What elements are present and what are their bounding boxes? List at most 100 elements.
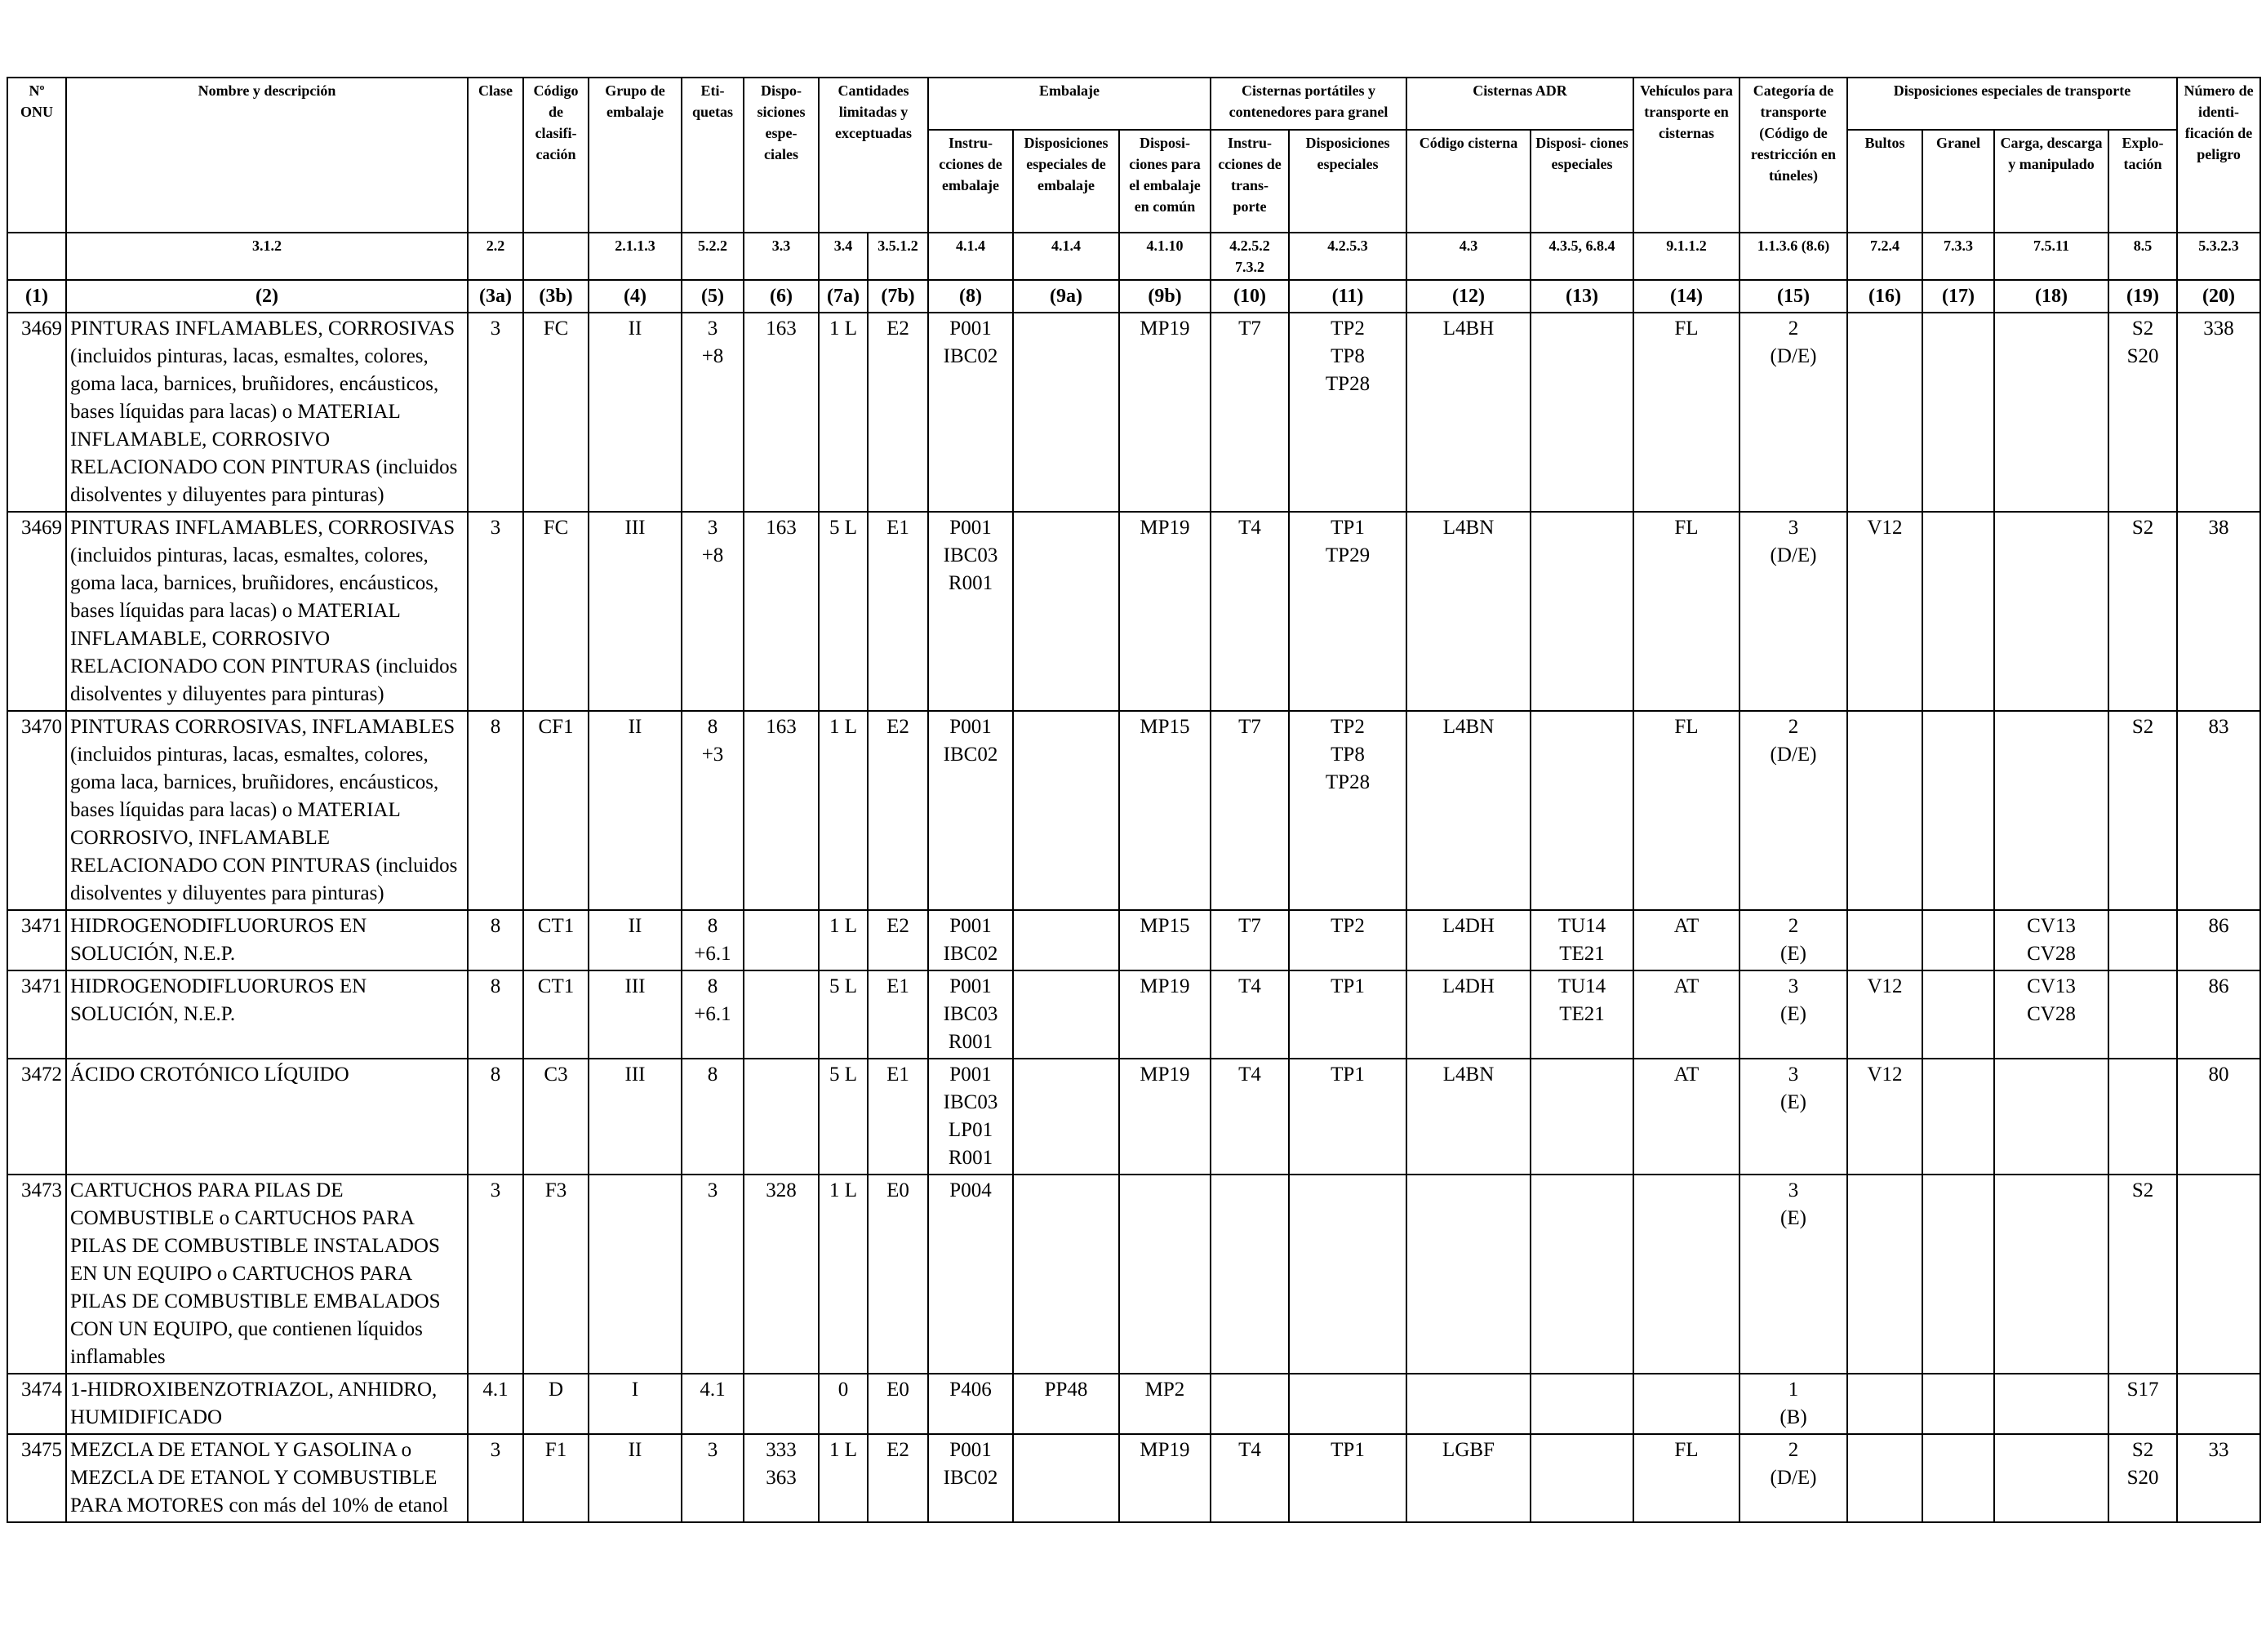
packing-instructions-cell: P001 IBC02 — [927, 710, 1014, 911]
portable-tank-instructions-cell — [1210, 1174, 1290, 1374]
labels-cell: 3 +8 — [681, 511, 744, 712]
operation-cell: S2 — [2107, 1174, 2179, 1374]
packing-group-cell: II — [588, 1433, 682, 1523]
column-number: (8) — [927, 279, 1014, 313]
carriage-packages-cell — [1846, 1373, 1923, 1435]
header-clase: Clase — [467, 77, 524, 233]
ref-dt-17: 7.3.3 — [1922, 232, 1995, 281]
un-number-cell: 3470 — [7, 710, 67, 911]
column-number: (3b) — [522, 279, 589, 313]
header-dt-granel: Granel — [1922, 129, 1995, 233]
header-cp-disposiciones: Disposiciones especiales — [1288, 129, 1407, 233]
ref-numero: 5.3.2.3 — [2176, 232, 2262, 281]
transport-category-cell: 2 (D/E) — [1739, 312, 1848, 513]
table-row: 3473 CARTUCHOS PARA PILAS DE COMBUSTIBLE … — [7, 1174, 2262, 1374]
un-number-cell: 3475 — [7, 1433, 67, 1523]
transport-category-cell: 2 (D/E) — [1739, 710, 1848, 911]
packing-group-cell: II — [588, 312, 682, 513]
labels-cell: 3 — [681, 1433, 744, 1523]
name-description-cell: PINTURAS INFLAMABLES, CORROSIVAS (inclui… — [65, 312, 469, 513]
operation-cell — [2107, 1058, 2179, 1175]
column-number: (11) — [1288, 279, 1407, 313]
transport-category-cell: 3 (E) — [1739, 1058, 1848, 1175]
hazard-id-cell: 338 — [2176, 312, 2262, 513]
special-provisions-cell — [743, 1058, 820, 1175]
limited-quantity-cell: 0 — [818, 1373, 869, 1435]
packing-instructions-cell: P001 IBC03 R001 — [927, 511, 1014, 712]
mixed-packing-cell: MP15 — [1118, 909, 1211, 971]
carriage-packages-cell: V12 — [1846, 511, 1923, 712]
operation-cell: S17 — [2107, 1373, 2179, 1435]
tank-provisions-cell — [1530, 1174, 1634, 1374]
header-emb-instrucciones: Instru- cciones de embalaje — [927, 129, 1014, 233]
tank-vehicle-cell — [1633, 1174, 1740, 1374]
name-description-cell: PINTURAS CORROSIVAS, INFLAMABLES (inclui… — [65, 710, 469, 911]
tank-provisions-cell — [1530, 710, 1634, 911]
column-number: (16) — [1846, 279, 1923, 313]
carriage-packages-cell — [1846, 710, 1923, 911]
operation-cell — [2107, 970, 2179, 1059]
hazard-id-cell: 83 — [2176, 710, 2262, 911]
operation-cell: S2 — [2107, 710, 2179, 911]
portable-tank-instructions-cell: T7 — [1210, 312, 1290, 513]
tank-provisions-cell — [1530, 312, 1634, 513]
excepted-quantity-cell: E2 — [867, 312, 929, 513]
header-vehiculos: Vehículos para transporte en cisternas — [1633, 77, 1740, 233]
header-un-no: Nº ONU — [7, 77, 67, 233]
labels-cell: 8 — [681, 1058, 744, 1175]
column-number: (5) — [681, 279, 744, 313]
special-provisions-cell: 163 — [743, 710, 820, 911]
limited-quantity-cell: 1 L — [818, 1174, 869, 1374]
special-packing-provisions-cell — [1012, 710, 1120, 911]
packing-group-cell: II — [588, 710, 682, 911]
name-description-cell: PINTURAS INFLAMABLES, CORROSIVAS (inclui… — [65, 511, 469, 712]
transport-category-cell: 3 (E) — [1739, 970, 1848, 1059]
limited-quantity-cell: 1 L — [818, 710, 869, 911]
classification-code-cell: CT1 — [522, 970, 589, 1059]
column-number: (7b) — [867, 279, 929, 313]
portable-tank-provisions-cell: TP2 — [1288, 909, 1407, 971]
tank-provisions-cell: TU14 TE21 — [1530, 970, 1634, 1059]
special-provisions-cell: 163 — [743, 511, 820, 712]
mixed-packing-cell: MP19 — [1118, 1058, 1211, 1175]
tank-provisions-cell — [1530, 1433, 1634, 1523]
name-description-cell: CARTUCHOS PARA PILAS DE COMBUSTIBLE o CA… — [65, 1174, 469, 1374]
ref-un-no — [7, 232, 67, 281]
tank-code-cell: L4BN — [1406, 511, 1531, 712]
special-packing-provisions-cell — [1012, 1174, 1120, 1374]
special-packing-provisions-cell — [1012, 909, 1120, 971]
column-number: (2) — [65, 279, 469, 313]
special-provisions-cell — [743, 1373, 820, 1435]
portable-tank-instructions-cell: T4 — [1210, 1058, 1290, 1175]
carriage-packages-cell — [1846, 1174, 1923, 1374]
carriage-bulk-cell — [1922, 970, 1995, 1059]
un-number-cell: 3469 — [7, 511, 67, 712]
transport-category-cell: 2 (E) — [1739, 909, 1848, 971]
class-cell: 8 — [467, 1058, 524, 1175]
column-number: (7a) — [818, 279, 869, 313]
portable-tank-instructions-cell: T7 — [1210, 710, 1290, 911]
ref-codigo — [522, 232, 589, 281]
tank-code-cell — [1406, 1373, 1531, 1435]
carriage-bulk-cell — [1922, 511, 1995, 712]
table-row: 3469 PINTURAS INFLAMABLES, CORROSIVAS (in… — [7, 511, 2262, 712]
dangerous-goods-table: Nº ONU Nombre y descripción Clase Código… — [7, 77, 2262, 1523]
special-packing-provisions-cell — [1012, 1433, 1120, 1523]
labels-cell: 3 — [681, 1174, 744, 1374]
header-cisternas-portatiles: Cisternas portátiles y contenedores para… — [1210, 77, 1407, 131]
classification-code-cell: FC — [522, 511, 589, 712]
mixed-packing-cell: MP19 — [1118, 1433, 1211, 1523]
loading-handling-cell — [1993, 1174, 2109, 1374]
portable-tank-provisions-cell: TP2 TP8 TP28 — [1288, 710, 1407, 911]
mixed-packing-cell — [1118, 1174, 1211, 1374]
column-number: (6) — [743, 279, 820, 313]
special-provisions-cell — [743, 970, 820, 1059]
carriage-packages-cell — [1846, 909, 1923, 971]
column-number: (19) — [2107, 279, 2179, 313]
table-row: 3475 MEZCLA DE ETANOL Y GASOLINA o MEZCLA… — [7, 1433, 2262, 1523]
class-cell: 8 — [467, 970, 524, 1059]
labels-cell: 8 +3 — [681, 710, 744, 911]
table-row: 3470 PINTURAS CORROSIVAS, INFLAMABLES (in… — [7, 710, 2262, 911]
carriage-bulk-cell — [1922, 312, 1995, 513]
excepted-quantity-cell: E0 — [867, 1174, 929, 1374]
